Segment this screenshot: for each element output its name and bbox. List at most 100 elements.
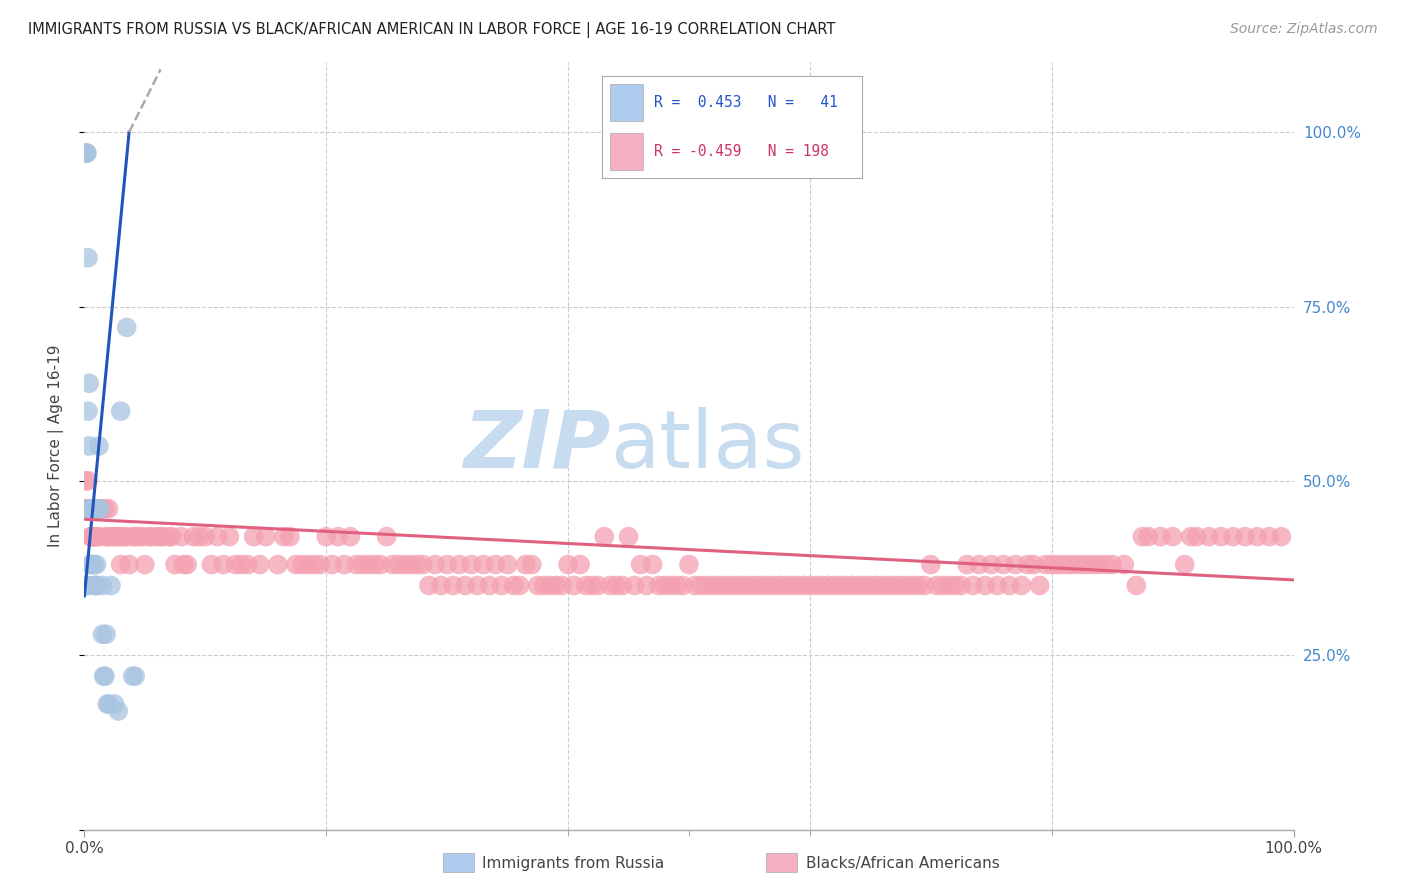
Point <box>436 558 458 572</box>
Point <box>890 578 912 592</box>
Text: IMMIGRANTS FROM RUSSIA VS BLACK/AFRICAN AMERICAN IN LABOR FORCE | AGE 16-19 CORR: IMMIGRANTS FROM RUSSIA VS BLACK/AFRICAN … <box>28 22 835 38</box>
Text: atlas: atlas <box>610 407 804 485</box>
Point <box>86 530 108 544</box>
Point <box>811 578 834 592</box>
Point <box>399 558 422 572</box>
Point <box>1095 558 1118 572</box>
Point <box>943 578 966 592</box>
Point <box>157 530 180 544</box>
Point <box>77 376 100 391</box>
Point <box>1234 530 1257 544</box>
Bar <box>610 84 644 121</box>
Point <box>149 530 172 544</box>
Point <box>1071 558 1094 572</box>
Point <box>484 558 506 572</box>
Point <box>200 558 222 572</box>
Point <box>1028 578 1050 592</box>
Point <box>630 558 652 572</box>
Point <box>744 578 766 592</box>
Point <box>284 558 308 572</box>
Point <box>1083 558 1105 572</box>
Point <box>575 578 598 592</box>
Point <box>1053 558 1076 572</box>
Point <box>242 530 264 544</box>
Point <box>176 558 198 572</box>
Point <box>430 578 453 592</box>
Point <box>612 578 634 592</box>
Point <box>907 578 929 592</box>
Point <box>165 558 187 572</box>
Point <box>460 558 482 572</box>
Point <box>121 530 143 544</box>
Point <box>76 501 98 516</box>
Point <box>799 578 821 592</box>
Point <box>617 530 640 544</box>
Point <box>77 501 100 516</box>
Point <box>94 627 117 641</box>
Point <box>962 578 984 592</box>
Point <box>80 501 103 516</box>
Point <box>87 530 110 544</box>
Point <box>1198 530 1220 544</box>
Point <box>339 530 361 544</box>
Point <box>181 530 204 544</box>
Point <box>557 558 579 572</box>
Point <box>1161 530 1184 544</box>
Point <box>124 669 146 683</box>
Point <box>84 501 107 516</box>
Point <box>173 558 195 572</box>
Text: Source: ZipAtlas.com: Source: ZipAtlas.com <box>1230 22 1378 37</box>
Point <box>654 578 676 592</box>
Point <box>938 578 960 592</box>
Point <box>709 578 731 592</box>
Point <box>139 530 162 544</box>
Point <box>75 146 97 161</box>
Point <box>388 558 411 572</box>
Point <box>883 578 905 592</box>
Text: R = -0.459   N = 198: R = -0.459 N = 198 <box>654 145 828 160</box>
Point <box>134 558 156 572</box>
Point <box>80 558 103 572</box>
Point <box>762 578 785 592</box>
Point <box>254 530 277 544</box>
Point <box>86 501 108 516</box>
Point <box>1137 530 1160 544</box>
Point <box>733 578 755 592</box>
Point <box>998 578 1021 592</box>
Point <box>925 578 948 592</box>
Point <box>636 578 658 592</box>
Point <box>1114 558 1136 572</box>
Point <box>302 558 325 572</box>
Point <box>297 558 319 572</box>
Point <box>544 578 567 592</box>
Point <box>93 669 115 683</box>
Point <box>79 558 101 572</box>
Point <box>454 578 477 592</box>
Point <box>804 578 827 592</box>
Point <box>793 578 815 592</box>
Point <box>352 558 374 572</box>
Point <box>77 501 100 516</box>
Point <box>1088 558 1111 572</box>
Point <box>278 530 301 544</box>
Point <box>87 439 110 453</box>
Point <box>581 578 603 592</box>
Point <box>950 578 973 592</box>
Point <box>79 501 101 516</box>
Point <box>1004 558 1026 572</box>
Point <box>321 558 343 572</box>
Point <box>80 558 103 572</box>
Point <box>315 530 337 544</box>
Point <box>207 530 229 544</box>
Point <box>877 578 900 592</box>
Point <box>97 501 120 516</box>
Point <box>82 530 104 544</box>
Point <box>872 578 894 592</box>
Point <box>835 578 858 592</box>
Point <box>236 558 259 572</box>
Point <box>1059 558 1081 572</box>
Point <box>79 530 101 544</box>
Point <box>751 578 773 592</box>
Point <box>412 558 434 572</box>
Point <box>569 558 592 572</box>
